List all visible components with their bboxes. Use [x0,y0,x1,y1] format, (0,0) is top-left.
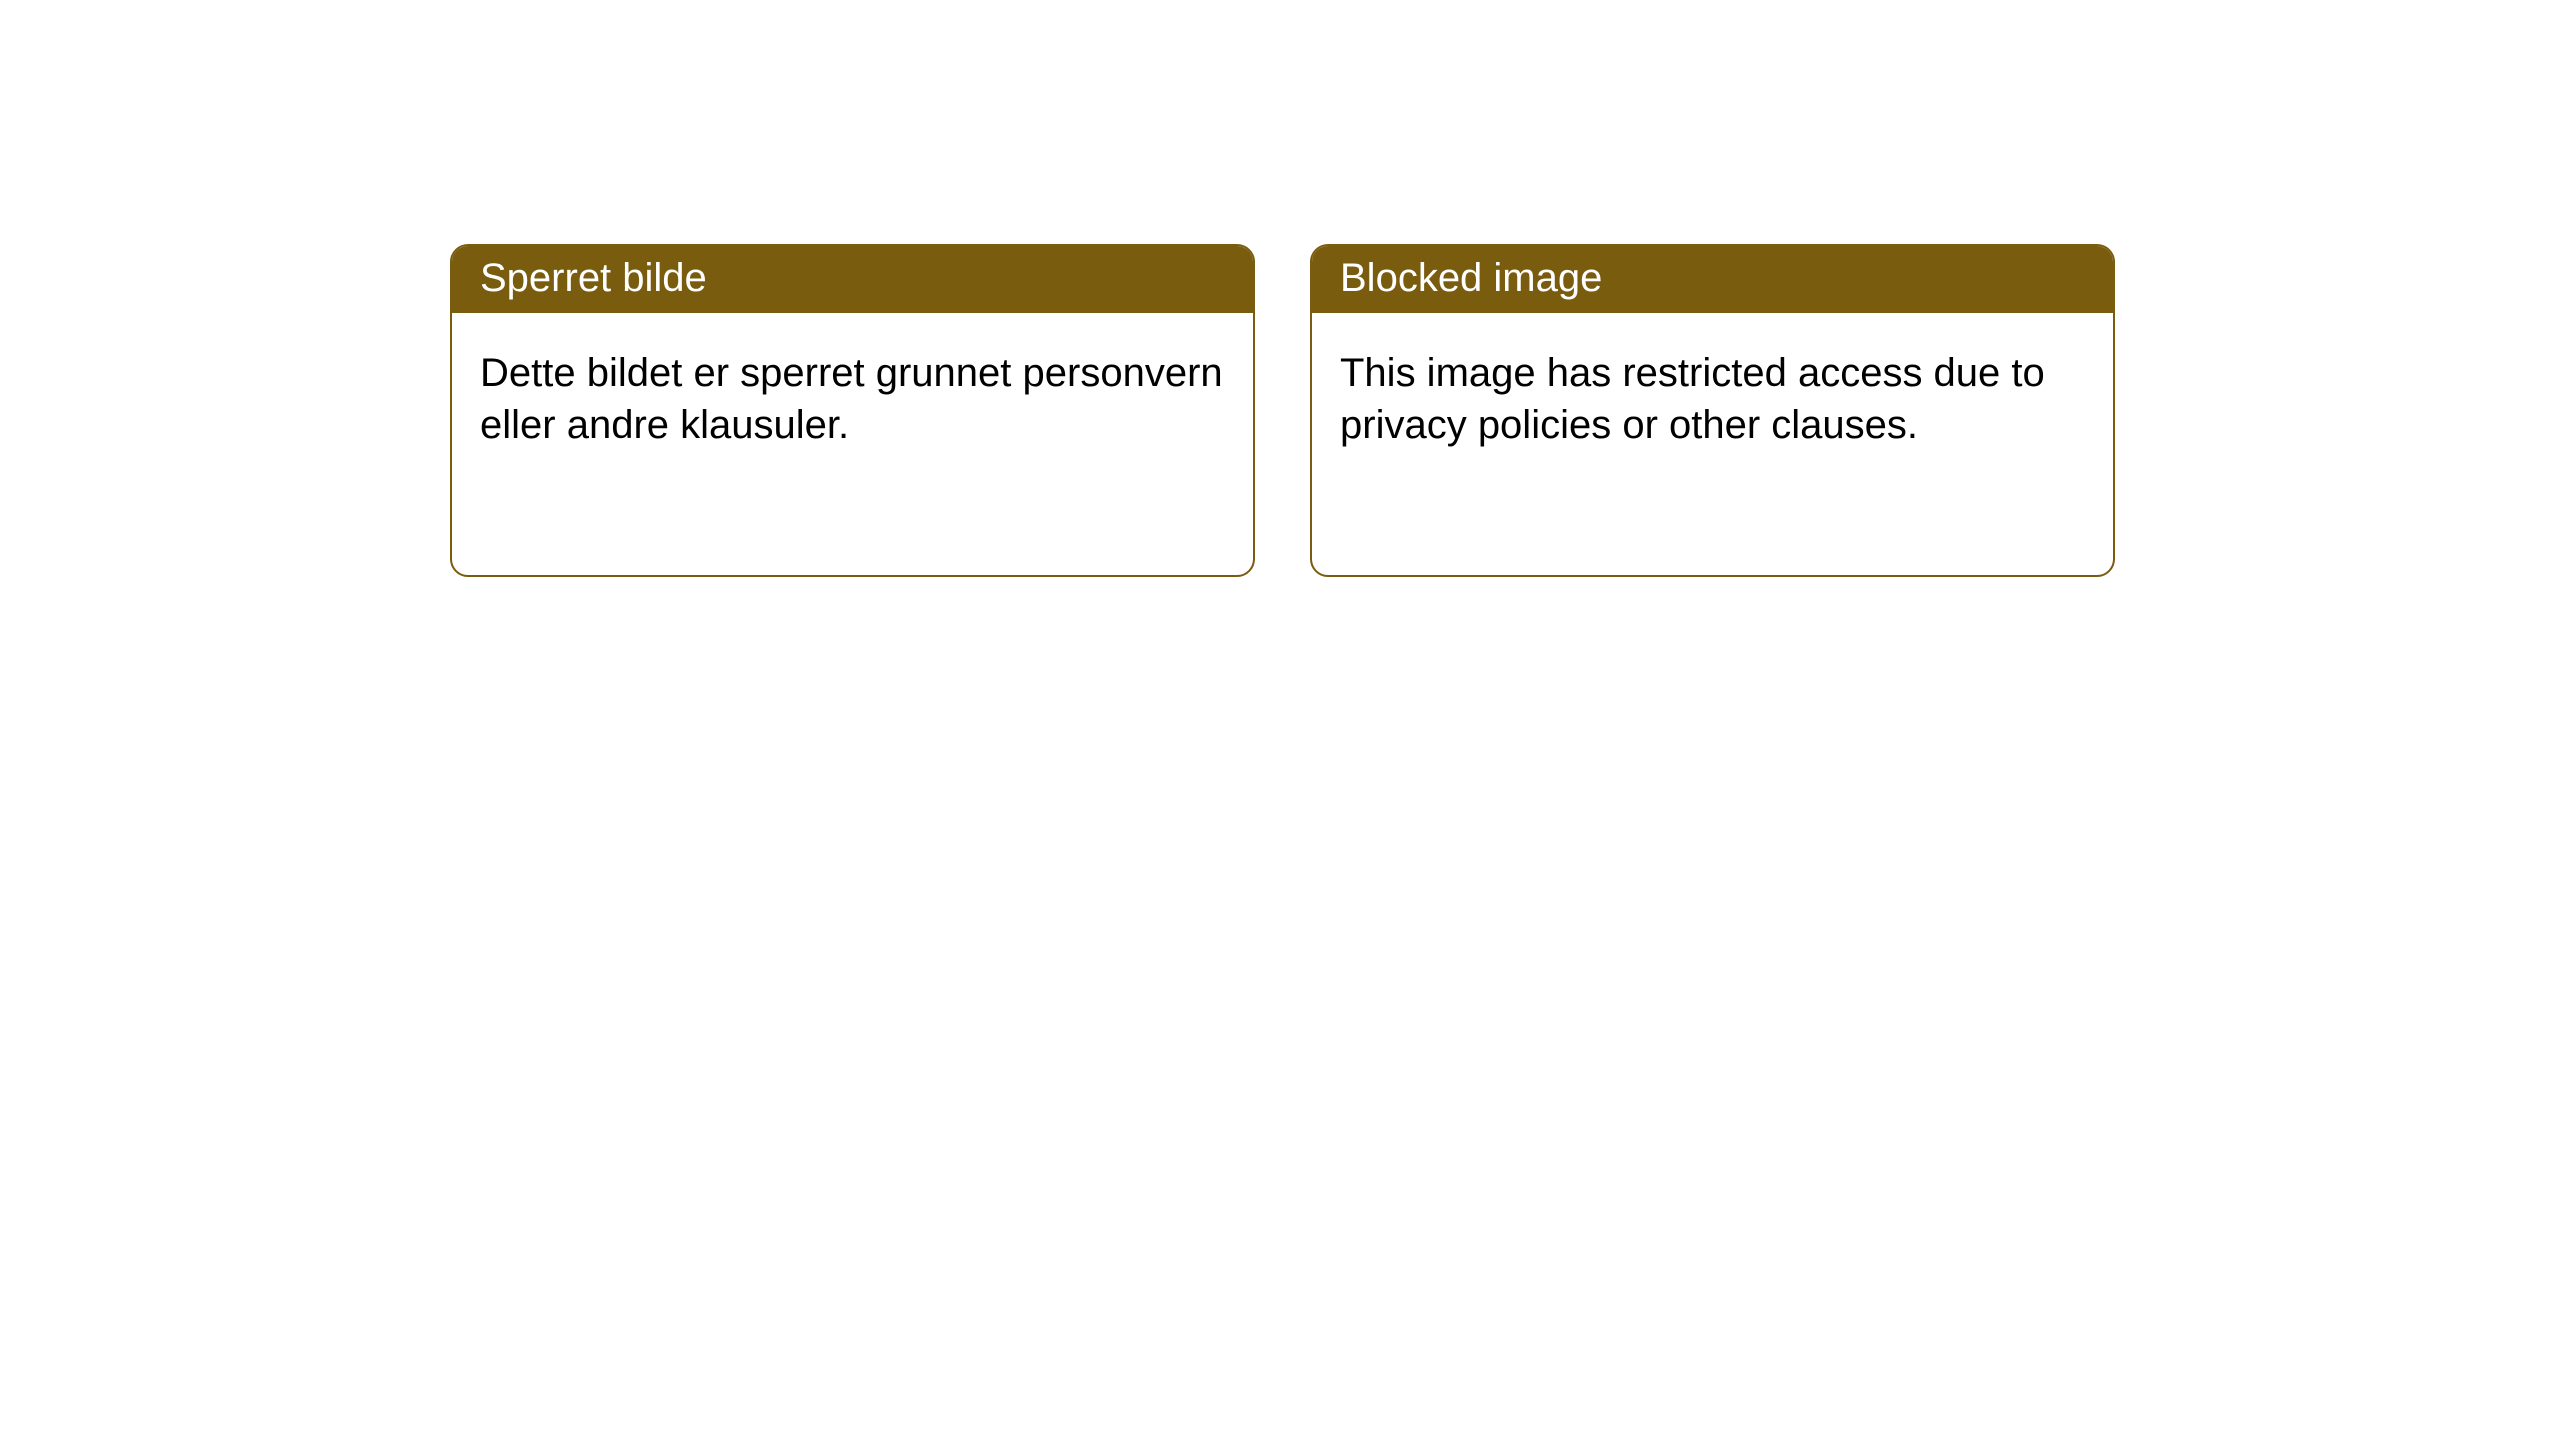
card-header-en: Blocked image [1312,246,2113,313]
card-body-no: Dette bildet er sperret grunnet personve… [452,313,1253,485]
blocked-image-card-no: Sperret bilde Dette bildet er sperret gr… [450,244,1255,577]
card-body-en: This image has restricted access due to … [1312,313,2113,485]
cards-container: Sperret bilde Dette bildet er sperret gr… [0,0,2560,577]
card-header-no: Sperret bilde [452,246,1253,313]
blocked-image-card-en: Blocked image This image has restricted … [1310,244,2115,577]
